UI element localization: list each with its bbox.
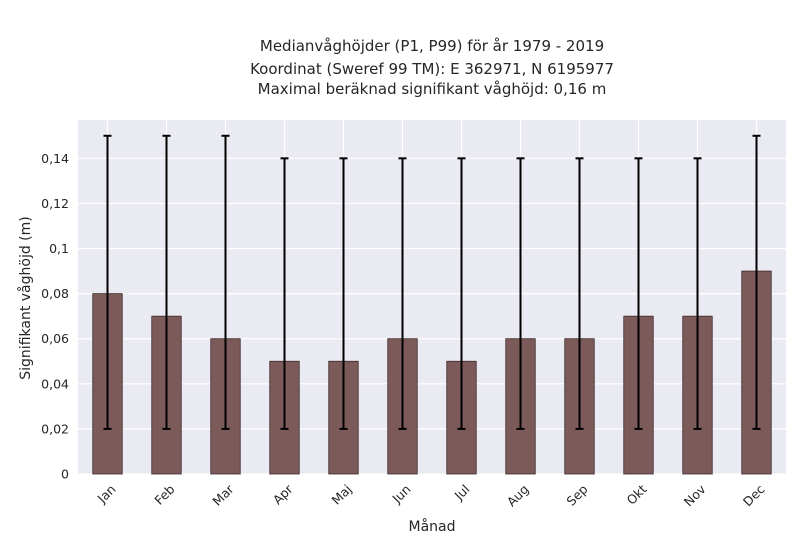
chart-title-line-1: Medianvåghöjder (P1, P99) för år 1979 - …: [260, 37, 604, 55]
y-tick-label: 0: [61, 467, 69, 482]
y-tick-label: 0,02: [41, 421, 69, 436]
y-tick-label: 0,04: [41, 376, 69, 391]
x-tick-label: Jul: [451, 482, 473, 504]
x-tick-label: Okt: [623, 481, 649, 507]
y-tick-label: 0,12: [41, 196, 69, 211]
x-tick-label: Mar: [209, 481, 237, 509]
y-axis-ticks: 0 0,02 0,04 0,06 0,08 0,1 0,12 0,14: [41, 151, 69, 482]
y-axis-label: Signifikant våghöjd (m): [17, 216, 34, 379]
x-tick-label: Nov: [681, 481, 709, 509]
y-tick-label: 0,06: [41, 331, 69, 346]
chart-title-line-3: Maximal beräknad signifikant våghöjd: 0,…: [258, 80, 607, 98]
x-tick-label: Jun: [388, 482, 413, 507]
error-bars: [103, 134, 761, 430]
y-tick-label: 0,14: [41, 151, 69, 166]
x-tick-label: Aug: [504, 482, 532, 510]
x-tick-label: Feb: [151, 481, 177, 507]
x-tick-label: Maj: [329, 482, 355, 508]
x-tick-label: Sep: [563, 481, 590, 508]
x-tick-label: Jan: [94, 482, 119, 507]
plot-area: [78, 120, 786, 474]
y-tick-label: 0,08: [41, 286, 69, 301]
x-axis-ticks: Jan Feb Mar Apr Maj Jun Jul Aug Sep Okt Nov Dec: [94, 481, 768, 509]
chart-title-line-2: Koordinat (Sweref 99 TM): E 362971, N 61…: [250, 60, 614, 78]
x-tick-label: Apr: [270, 481, 297, 508]
x-tick-label: Dec: [740, 481, 768, 509]
chart-title: Medianvåghöjder (P1, P99) för år 1979 - …: [250, 37, 614, 98]
y-tick-label: 0,1: [49, 241, 69, 256]
x-axis-label: Månad: [409, 518, 456, 535]
